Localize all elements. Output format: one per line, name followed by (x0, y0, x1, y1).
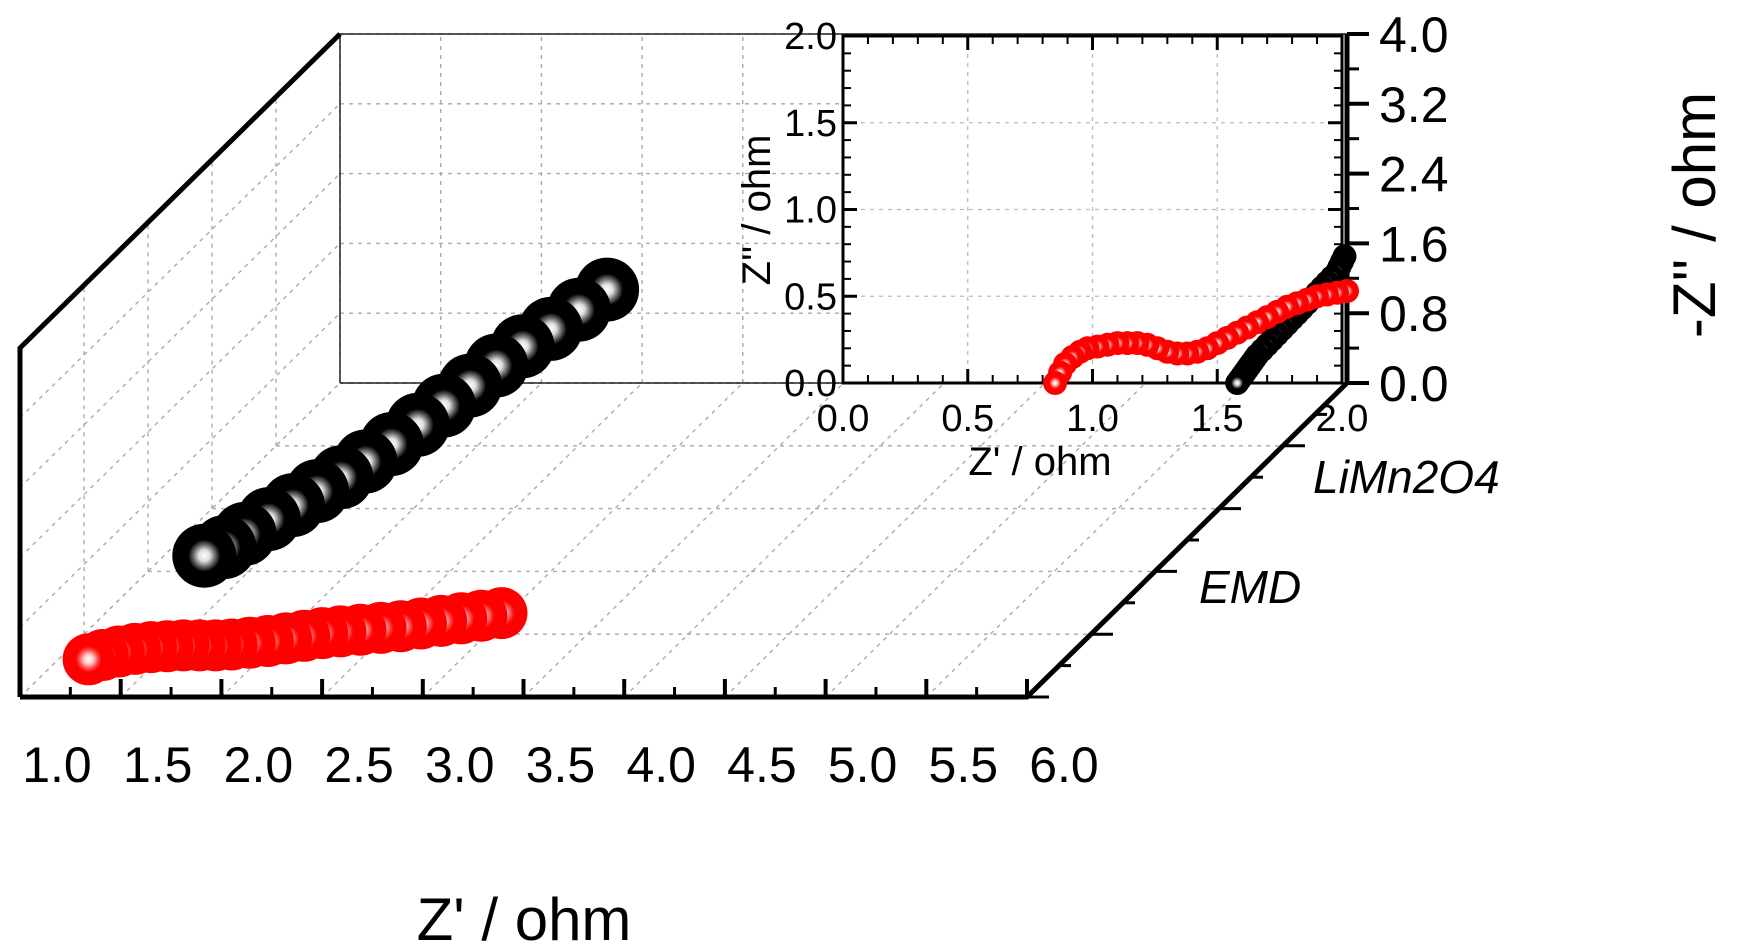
x-tick-label: 2.0 (224, 737, 294, 793)
category-label-limn2o4: LiMn2O4 (1313, 451, 1500, 503)
floor-grid-line (825, 382, 1147, 698)
floor-grid-line (724, 382, 1046, 698)
side-grid-line (19, 103, 341, 419)
category-label-emd: EMD (1199, 561, 1301, 613)
x-tick-label: 5.0 (828, 737, 898, 793)
floor-grid-line (523, 382, 844, 698)
inset-x-tick-label: 1.0 (1066, 398, 1119, 440)
x-tick-label: 3.5 (526, 737, 596, 793)
x-tick-label: 4.0 (626, 737, 696, 793)
floor-grid-line (623, 382, 945, 698)
inset-y-tick-label: 0.0 (784, 363, 837, 405)
inset-x-tick-label: 0.5 (941, 398, 994, 440)
inset-emd-marker (1043, 371, 1068, 395)
inset-x-tick-label: 1.5 (1191, 398, 1244, 440)
x-tick-label: 4.5 (727, 737, 797, 793)
chart-series (62, 257, 640, 686)
x-tick-label: 1.0 (22, 737, 92, 793)
x-tick-label: 6.0 (1029, 737, 1099, 793)
emd-marker (62, 633, 115, 686)
z-tick-label: 0.8 (1379, 286, 1449, 342)
inset-chart: 0.0 0.5 1.0 1.5 2.0 0.0 0.5 1.0 1.5 2.0 Z' / ohm Z'… (735, 16, 1368, 484)
z-axis-title: -Z'' / ohm (1661, 92, 1728, 338)
x-tick-label: 5.5 (929, 737, 999, 793)
x-axis-title: Z' / ohm (417, 886, 632, 950)
z-tick-label: 1.6 (1379, 216, 1449, 272)
inset-y-tick-label: 2.0 (784, 16, 837, 58)
x-tick-label: 2.5 (324, 737, 394, 793)
left-wall-edge (17, 32, 342, 697)
z-tick-label: 3.2 (1379, 77, 1449, 133)
inset-x-axis-title: Z' / ohm (968, 440, 1111, 484)
chart-ticks (18, 32, 1369, 699)
inset-x-tick-label: 0.0 (817, 398, 870, 440)
inset-y-tick-label: 1.5 (784, 103, 837, 145)
inset-y-axis-title: Z'' / ohm (735, 135, 779, 286)
inset-y-tick-label: 1.0 (784, 190, 837, 232)
x-tick-label: 3.0 (425, 737, 495, 793)
side-grid-line (19, 242, 341, 558)
z-tick-label: 4.0 (1379, 7, 1449, 63)
floor-grid-line (422, 382, 744, 698)
inset-x-tick-label: 2.0 (1316, 398, 1369, 440)
inset-y-tick-label: 0.5 (784, 276, 837, 318)
floor-grid-line (925, 382, 1247, 698)
x-tick-label: 1.5 (123, 737, 193, 793)
z-tick-label: 2.4 (1379, 147, 1449, 203)
side-grid-line (19, 312, 341, 628)
limn2o4-marker (172, 523, 237, 588)
chart-labels: 1.0 1.5 2.0 2.5 3.0 3.5 4.0 4.5 5.0 5.5 6.0 0.0 0.8 1… (22, 7, 1728, 950)
side-grid-line (19, 173, 341, 489)
z-tick-label: 0.0 (1379, 356, 1449, 412)
inset-limn2o4-marker (1225, 371, 1250, 395)
